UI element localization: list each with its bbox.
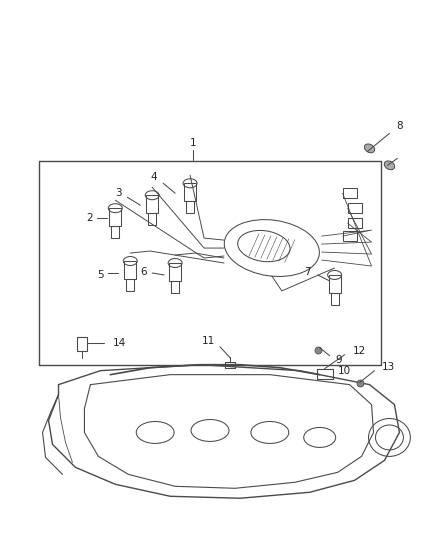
- Ellipse shape: [384, 161, 395, 169]
- Ellipse shape: [364, 144, 374, 153]
- Text: 1: 1: [190, 139, 196, 148]
- Text: 7: 7: [304, 267, 311, 277]
- Text: 9: 9: [336, 354, 342, 365]
- Text: 10: 10: [338, 366, 351, 376]
- Text: 12: 12: [353, 346, 366, 356]
- Text: 8: 8: [396, 122, 403, 132]
- Text: 11: 11: [202, 336, 215, 346]
- Text: 6: 6: [140, 267, 147, 277]
- Text: 3: 3: [115, 188, 122, 198]
- Text: 2: 2: [86, 213, 93, 223]
- Text: 14: 14: [112, 338, 126, 348]
- Text: 13: 13: [381, 362, 395, 372]
- Text: 4: 4: [151, 172, 158, 182]
- Text: 5: 5: [97, 270, 104, 280]
